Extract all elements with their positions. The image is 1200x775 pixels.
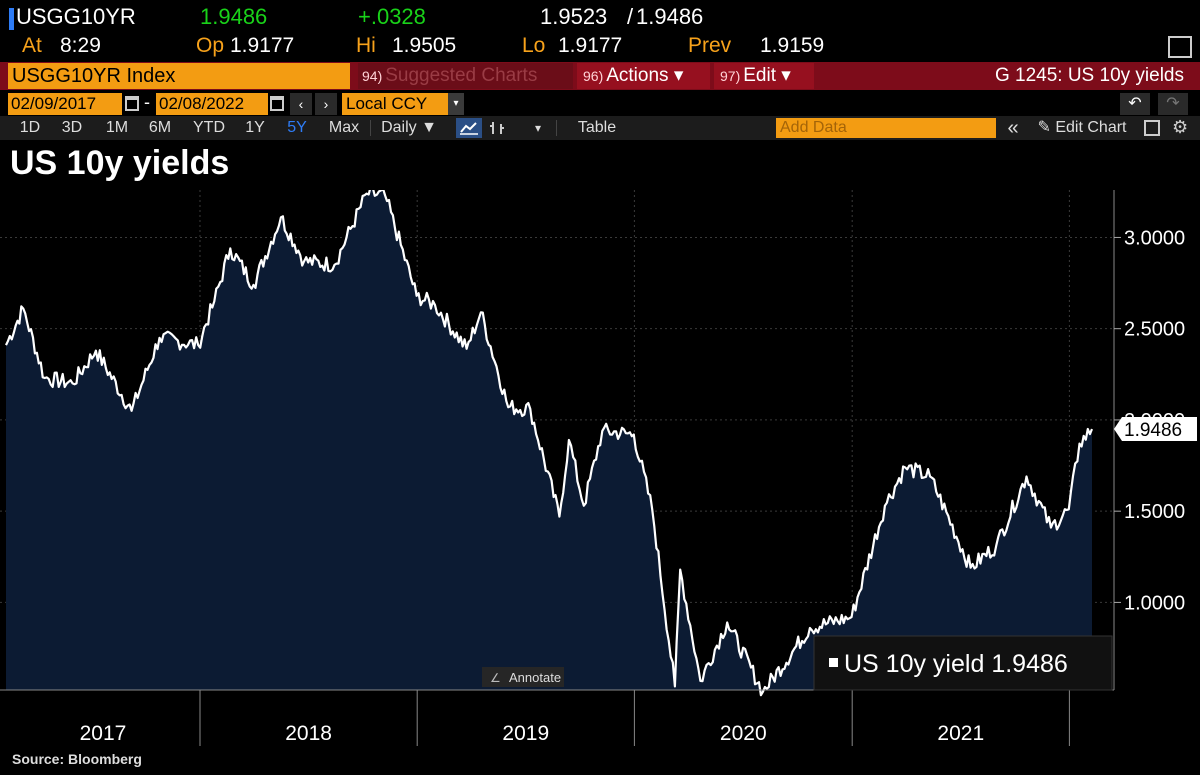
menu-bar: USGG10YR Index 94) Suggested Charts 96) Ac… [0, 62, 1200, 90]
period-3d[interactable]: 3D [61, 119, 83, 136]
security-field[interactable]: USGG10YR Index [8, 63, 350, 89]
toolbar-divider [556, 120, 557, 136]
legend-series-value: 1.9486 [991, 650, 1067, 678]
frequency-select[interactable]: Daily ▼ [381, 119, 437, 136]
currency-select[interactable]: Local CCY [342, 93, 448, 115]
y-tick-label: 1.5000 [1124, 501, 1185, 523]
open-value: 1.9177 [230, 34, 295, 57]
bid-price: 1.9523 [540, 4, 608, 29]
chart-settings-icon[interactable] [1144, 120, 1160, 136]
next-range-button[interactable]: › [315, 93, 337, 115]
open-label: Op [196, 34, 225, 57]
actions-number: 96) [583, 68, 604, 84]
x-tick-label: 2017 [80, 722, 127, 745]
time-label: At [22, 34, 42, 57]
y-tick-label: 2.5000 [1124, 319, 1185, 341]
high-value: 1.9505 [392, 34, 457, 57]
calendar-icon[interactable] [270, 96, 284, 111]
period-1m[interactable]: 1M [105, 119, 129, 136]
source-note: Source: Bloomberg [12, 751, 142, 767]
period-6m[interactable]: 6M [148, 119, 172, 136]
line-chart-icon [460, 122, 478, 135]
add-data-input[interactable]: Add Data [776, 118, 996, 138]
legend-entry: US 10y yield 1.9486 [844, 650, 1068, 678]
bid-ask-separator: / [627, 4, 634, 29]
undo-button[interactable]: ↶ [1120, 93, 1150, 115]
period-ytd[interactable]: YTD [193, 119, 225, 136]
prev-label: Prev [688, 34, 732, 57]
quote-bar: USGG10YR 1.9486 +.0328 1.9523 / 1.9486 [0, 0, 1200, 36]
period-max[interactable]: Max [328, 119, 360, 136]
toolbar-divider [370, 120, 371, 136]
date-range-bar: 02/09/2017 - 02/08/2022 ‹ › Local CCY ▾ … [0, 92, 1200, 116]
line-chart-button[interactable] [456, 118, 482, 138]
ask-price: 1.9486 [636, 4, 704, 29]
suggested-charts-label: Suggested Charts [385, 65, 538, 86]
edit-number: 97) [720, 68, 741, 84]
currency-dropdown-icon[interactable]: ▾ [448, 93, 464, 115]
chart-toolbar: 1D 3D 1M 6M YTD 1Y 5Y Max Daily ▼ ▾ Tabl… [0, 116, 1200, 140]
stats-bar: At 8:29 Op 1.9177 Hi 1.9505 Lo 1.9177 Pr… [0, 34, 1200, 60]
popout-icon[interactable] [1168, 36, 1192, 58]
table-button[interactable]: Table [577, 119, 617, 136]
legend-swatch [829, 658, 838, 667]
low-value: 1.9177 [558, 34, 623, 57]
chart-type-dropdown-icon[interactable]: ▾ [534, 121, 542, 135]
prev-range-button[interactable]: ‹ [290, 93, 312, 115]
x-tick-label: 2018 [285, 722, 332, 745]
time-value: 8:29 [60, 34, 101, 57]
ticker-marker [9, 8, 14, 30]
gear-icon[interactable]: ⚙ [1172, 117, 1189, 137]
last-value-label: 1.9486 [1124, 420, 1182, 441]
chart-title: US 10y yields [10, 144, 230, 182]
annotate-label: Annotate [509, 670, 561, 685]
x-tick-label: 2019 [502, 722, 549, 745]
edit-chart-button[interactable]: ✎ Edit Chart [1037, 119, 1127, 136]
bar-chart-button[interactable] [486, 118, 508, 138]
last-price: 1.9486 [200, 4, 268, 29]
net-change: +.0328 [358, 4, 426, 29]
pencil-icon: ∠ [490, 671, 501, 685]
ohlc-bars-icon [490, 122, 504, 134]
legend: US 10y yield 1.9486 [813, 635, 1113, 691]
ticker-symbol[interactable]: USGG10YR [16, 4, 136, 29]
end-date-field[interactable]: 02/08/2022 [156, 93, 268, 115]
yield-area-fill [6, 190, 1092, 696]
last-value-tag: 1.9486 [1114, 417, 1197, 442]
suggested-charts-number: 94) [362, 68, 383, 84]
annotate-button[interactable]: ∠ Annotate [482, 667, 564, 687]
calendar-icon[interactable] [125, 96, 139, 111]
start-date-field[interactable]: 02/09/2017 [8, 93, 122, 115]
collapse-icon[interactable]: « [1007, 117, 1019, 139]
period-1y[interactable]: 1Y [245, 119, 265, 136]
redo-button[interactable]: ↷ [1158, 93, 1188, 115]
page-title: G 1245: US 10y yields [994, 65, 1184, 86]
prev-value: 1.9159 [760, 34, 825, 57]
period-1d[interactable]: 1D [19, 119, 41, 136]
low-label: Lo [522, 34, 546, 57]
y-tick-label: 3.0000 [1124, 227, 1185, 249]
x-tick-label: 2020 [720, 722, 767, 745]
high-label: Hi [356, 34, 376, 57]
edit-menu[interactable]: 97) Edit ▾ [714, 63, 814, 89]
period-5y[interactable]: 5Y [287, 119, 307, 136]
actions-label: Actions ▾ [606, 65, 684, 86]
x-tick-label: 2021 [937, 722, 984, 745]
yield-line [5, 190, 1094, 697]
suggested-charts-menu[interactable]: 94) Suggested Charts [358, 63, 573, 89]
actions-menu[interactable]: 96) Actions ▾ [577, 63, 710, 89]
y-tick-label: 1.0000 [1124, 592, 1185, 614]
edit-label: Edit ▾ [743, 65, 791, 86]
legend-series-name: US 10y yield [844, 650, 984, 678]
date-separator: - [144, 92, 150, 112]
